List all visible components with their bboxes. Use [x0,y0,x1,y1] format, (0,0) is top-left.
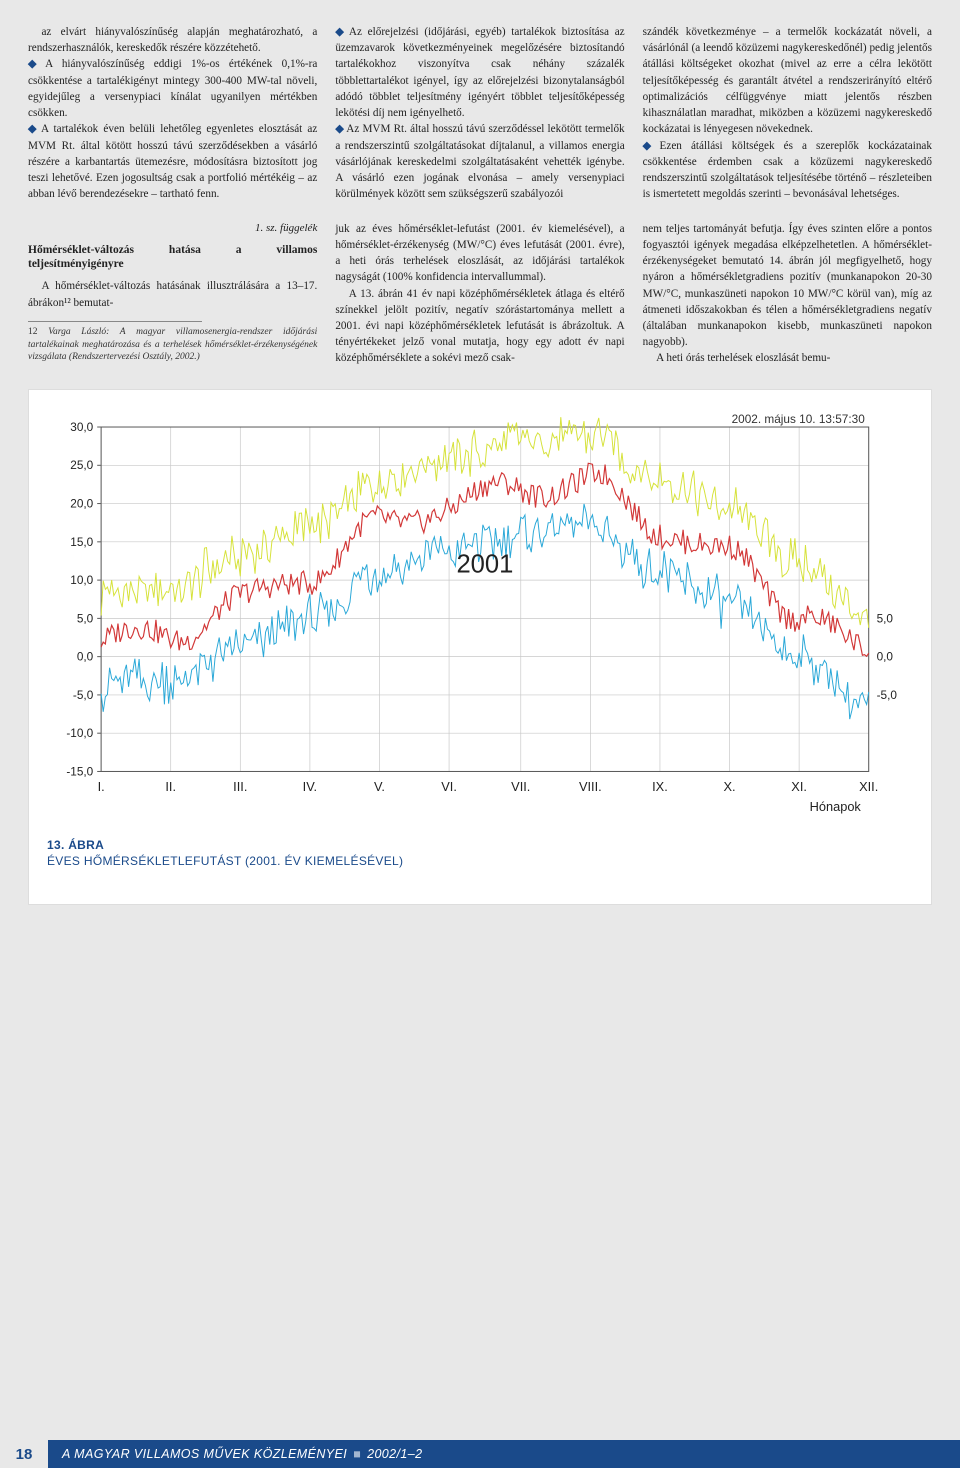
col-3: nem teljes tartományát befutja. Így éves… [643,221,932,367]
text-columns-top: az elvárt hiányvalószínűség alapján megh… [28,24,932,203]
footnote-text: Varga László: A magyar villamosenergia-r… [28,327,317,363]
bullet-para: ◆A hiányvalószínűség eddigi 1%-os értéké… [28,56,317,121]
svg-text:25,0: 25,0 [70,458,93,472]
bullet-para: ◆Az MVM Rt. által hosszú távú szerződéss… [335,121,624,202]
svg-text:III.: III. [233,779,247,794]
bullet-icon: ◆ [335,123,344,135]
svg-text:IX.: IX. [652,779,668,794]
bullet-text: Ezen átállási költségek és a szereplők k… [643,140,932,201]
svg-text:10,0: 10,0 [70,573,93,587]
para: az elvárt hiányvalószínűség alapján megh… [28,24,317,56]
journal-name: A MAGYAR VILLAMOS MŰVEK KÖZLEMÉNYEI [62,1447,347,1461]
svg-text:2002. május 10. 13:57:30: 2002. május 10. 13:57:30 [732,412,866,426]
svg-text:XI.: XI. [791,779,807,794]
chart-area: -15,0 -10,0 -5,0 0,0 5,0 10,0 15,0 20,0 25,0 30,0… [47,404,913,824]
svg-text:I.: I. [98,779,105,794]
para: szándék következménye – a termelők kocká… [643,24,932,138]
svg-text:-15,0: -15,0 [66,764,93,778]
svg-text:VI.: VI. [441,779,457,794]
footer-bar: A MAGYAR VILLAMOS MŰVEK KÖZLEMÉNYEI ■ 20… [48,1440,960,1468]
col-1: az elvárt hiányvalószínűség alapján megh… [28,24,317,203]
svg-text:VII.: VII. [511,779,530,794]
col-2: juk az éves hőmérséklet-lefutást (2001. … [335,221,624,367]
svg-text:XII.: XII. [859,779,878,794]
svg-text:II.: II. [165,779,176,794]
bullet-icon: ◆ [28,58,43,70]
page-number: 18 [0,1440,48,1468]
svg-text:5,0: 5,0 [77,611,94,625]
figure-caption: 13. ÁBRA ÉVES HŐMÉRSÉKLETLEFUTÁST (2001.… [47,838,913,868]
svg-text:20,0: 20,0 [70,496,93,510]
para: A heti órás terhelések eloszlását bemu- [643,350,932,366]
figure-number: 13. ÁBRA [47,838,913,852]
issue: 2002/1–2 [367,1447,422,1461]
col-2: ◆Az előrejelzési (időjárási, egyéb) tart… [335,24,624,203]
bullet-para: ◆Ezen átállási költségek és a szereplők … [643,138,932,203]
svg-text:-10,0: -10,0 [66,726,93,740]
footnote-number: 12 [28,327,38,337]
svg-text:0,0: 0,0 [877,649,894,663]
figure-13: -15,0 -10,0 -5,0 0,0 5,0 10,0 15,0 20,0 25,0 30,0… [28,389,932,905]
svg-text:-5,0: -5,0 [73,688,94,702]
appendix-label: 1. sz. függelék [28,221,317,237]
bullet-text: A tartalékok éven belüli lehetőleg egyen… [28,123,317,200]
col-1: 1. sz. függelék Hőmérséklet-változás hat… [28,221,317,367]
col-3: szándék következménye – a termelők kocká… [643,24,932,203]
svg-text:Hónapok: Hónapok [810,799,862,814]
bullet-text: Az előrejelzési (időjárási, egyéb) tarta… [335,26,624,119]
svg-text:0,0: 0,0 [77,649,94,663]
bullet-para: ◆Az előrejelzési (időjárási, egyéb) tart… [335,24,624,121]
chart-svg: -15,0 -10,0 -5,0 0,0 5,0 10,0 15,0 20,0 25,0 30,0… [47,404,913,824]
bullet-text: Az MVM Rt. által hosszú távú szerződésse… [335,123,624,200]
appendix-heading: Hőmérséklet-változás hatása a villamos t… [28,243,317,273]
figure-title: ÉVES HŐMÉRSÉKLETLEFUTÁST (2001. ÉV KIEME… [47,854,403,868]
svg-text:VIII.: VIII. [579,779,602,794]
svg-text:-5,0: -5,0 [877,688,898,702]
svg-text:2001: 2001 [456,550,513,578]
page: az elvárt hiányvalószínűség alapján megh… [0,0,960,1468]
para: juk az éves hőmérséklet-lefutást (2001. … [335,221,624,286]
page-footer: 18 A MAGYAR VILLAMOS MŰVEK KÖZLEMÉNYEI ■… [0,1440,960,1468]
bullet-text: A hiányvalószínűség eddigi 1%-os értékén… [28,58,317,119]
bullet-para: ◆A tartalékok éven belüli lehetőleg egye… [28,121,317,202]
svg-text:30,0: 30,0 [70,420,93,434]
separator-icon: ■ [353,1447,361,1461]
text-columns-mid: 1. sz. függelék Hőmérséklet-változás hat… [28,221,932,367]
bullet-icon: ◆ [28,123,39,135]
para: nem teljes tartományát befutja. Így éves… [643,221,932,351]
svg-text:5,0: 5,0 [877,611,894,625]
para: A hőmérséklet-változás hatásának illuszt… [28,278,317,310]
svg-text:V.: V. [374,779,385,794]
svg-text:IV.: IV. [303,779,317,794]
para: A 13. ábrán 41 év napi középhőmérséklete… [335,286,624,367]
bullet-icon: ◆ [335,26,347,38]
footnote-rule [28,321,202,322]
svg-text:15,0: 15,0 [70,534,93,548]
footnote: 12 Varga László: A magyar villamosenergi… [28,326,317,364]
bullet-icon: ◆ [643,140,658,152]
svg-text:X.: X. [723,779,735,794]
